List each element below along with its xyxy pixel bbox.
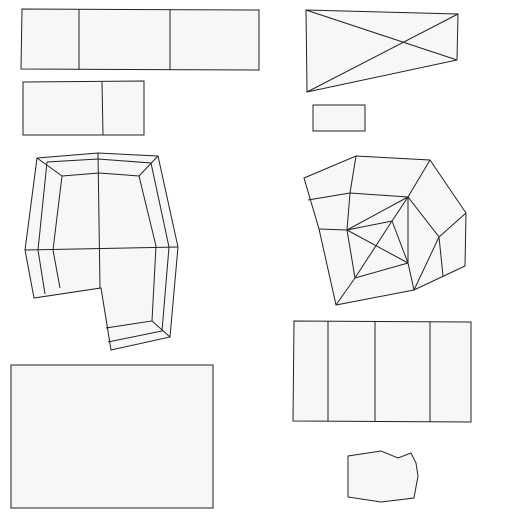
large-rect-bottom-left [10, 364, 214, 509]
ring-u-shape [24, 152, 179, 351]
strip-top-left [20, 8, 260, 71]
triangulated-quad [305, 9, 459, 93]
triangulated-polygon [303, 155, 467, 306]
strip-bottom-right [292, 320, 472, 423]
tiny-rect [312, 104, 366, 132]
irregular-blob [347, 450, 419, 503]
small-rect-left [22, 80, 145, 136]
